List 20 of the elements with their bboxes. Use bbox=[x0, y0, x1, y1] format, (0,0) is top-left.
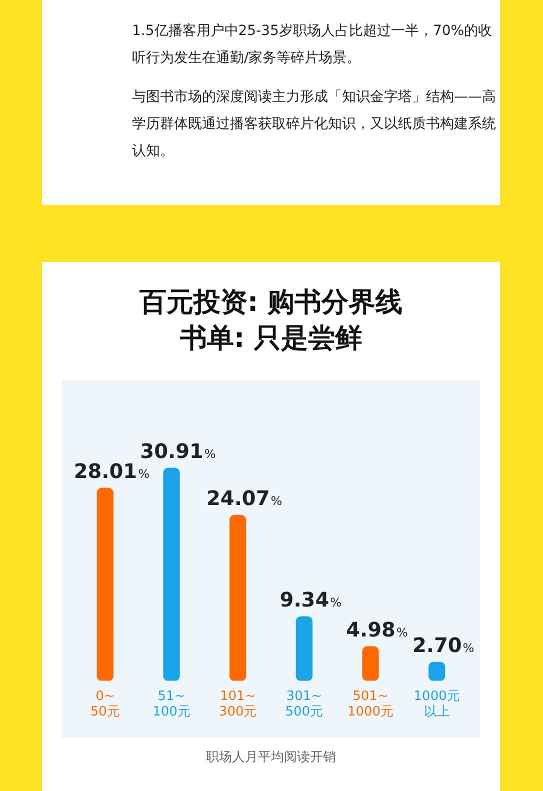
bar bbox=[96, 488, 114, 681]
x-tick-label: 101~300元 bbox=[218, 688, 257, 720]
x-tick-label: 501~1000元 bbox=[347, 688, 394, 720]
x-tick-label: 301~500元 bbox=[285, 688, 324, 720]
data-label: 9.34% bbox=[280, 588, 342, 612]
data-label: 2.70% bbox=[412, 633, 474, 658]
bar bbox=[296, 616, 312, 681]
data-label: 24.07% bbox=[206, 486, 282, 510]
text: 1.5亿播客用户中25-35岁职场人占比超过一半，70%的收听行为发生在通勤/家务等碎片场景。 bbox=[132, 22, 494, 68]
text: 与图书市场的深度阅读主力形成「知识金字塔」结构——高学历群体既通过播客获取碎片化知识，又以纸质书构建系统认知。 bbox=[132, 88, 497, 161]
data-label: 4.98% bbox=[346, 618, 408, 642]
chart-title: 百元投资: 购书分界线 bbox=[138, 286, 404, 320]
chart-subtitle: 书单: 只是尝鲜 bbox=[178, 322, 364, 356]
x-axis-title: 职场人月平均阅读开销 bbox=[205, 749, 337, 766]
x-tick-label: 51~100元 bbox=[152, 688, 190, 720]
x-tick-label: 0~50元 bbox=[90, 688, 120, 720]
bar bbox=[163, 468, 180, 681]
bar bbox=[230, 514, 246, 681]
bar bbox=[362, 646, 379, 681]
x-tick-label: 1000元以上 bbox=[414, 688, 460, 720]
